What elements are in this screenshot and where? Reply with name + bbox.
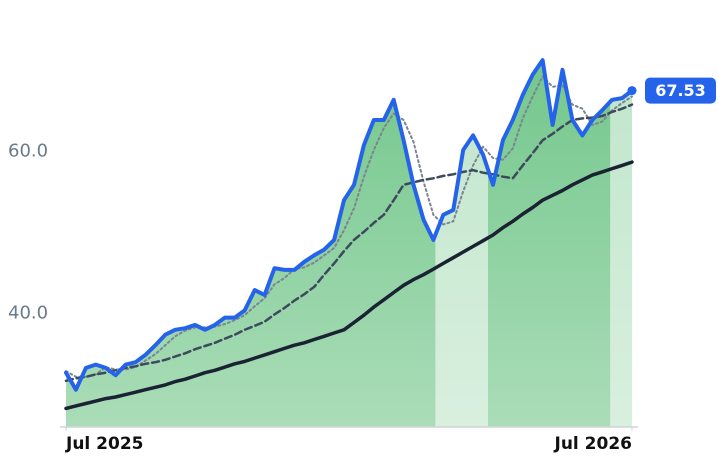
price-area (66, 60, 632, 427)
y-tick-label: 60.0 (8, 141, 48, 162)
last-value-label: 67.53 (655, 81, 706, 100)
series-line (64, 103, 634, 383)
last-point (627, 86, 637, 96)
series-line (64, 58, 634, 392)
series-line (64, 160, 634, 411)
last-value-badge (645, 77, 716, 104)
x-tick-label: Jul 2025 (65, 434, 144, 454)
series-line (65, 75, 633, 378)
x-tick-label: Jul 2026 (554, 434, 633, 454)
highlight-band (610, 60, 632, 427)
y-tick-label: 40.0 (8, 303, 48, 324)
